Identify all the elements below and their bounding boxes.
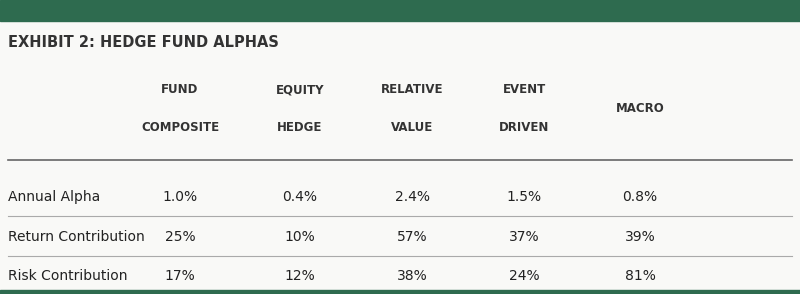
Text: 2.4%: 2.4% bbox=[394, 190, 430, 204]
Text: 12%: 12% bbox=[285, 269, 315, 283]
Text: RELATIVE: RELATIVE bbox=[381, 83, 443, 96]
Text: 57%: 57% bbox=[397, 230, 427, 244]
Text: 81%: 81% bbox=[625, 269, 655, 283]
Text: EVENT: EVENT bbox=[502, 83, 546, 96]
Text: 0.4%: 0.4% bbox=[282, 190, 318, 204]
Text: 0.8%: 0.8% bbox=[622, 190, 658, 204]
Text: FUND: FUND bbox=[162, 83, 198, 96]
Text: MACRO: MACRO bbox=[616, 102, 664, 115]
Text: EQUITY: EQUITY bbox=[276, 83, 324, 96]
Text: 10%: 10% bbox=[285, 230, 315, 244]
Text: COMPOSITE: COMPOSITE bbox=[141, 121, 219, 134]
Text: 25%: 25% bbox=[165, 230, 195, 244]
Text: Risk Contribution: Risk Contribution bbox=[8, 269, 127, 283]
Text: 1.5%: 1.5% bbox=[506, 190, 542, 204]
Text: 17%: 17% bbox=[165, 269, 195, 283]
Text: 24%: 24% bbox=[509, 269, 539, 283]
Text: 39%: 39% bbox=[625, 230, 655, 244]
Text: Annual Alpha: Annual Alpha bbox=[8, 190, 100, 204]
Text: HEDGE: HEDGE bbox=[278, 121, 322, 134]
Text: 37%: 37% bbox=[509, 230, 539, 244]
Text: EXHIBIT 2: HEDGE FUND ALPHAS: EXHIBIT 2: HEDGE FUND ALPHAS bbox=[8, 35, 279, 50]
Text: DRIVEN: DRIVEN bbox=[499, 121, 549, 134]
Text: Return Contribution: Return Contribution bbox=[8, 230, 145, 244]
Text: 1.0%: 1.0% bbox=[162, 190, 198, 204]
Text: VALUE: VALUE bbox=[391, 121, 433, 134]
Text: 38%: 38% bbox=[397, 269, 427, 283]
